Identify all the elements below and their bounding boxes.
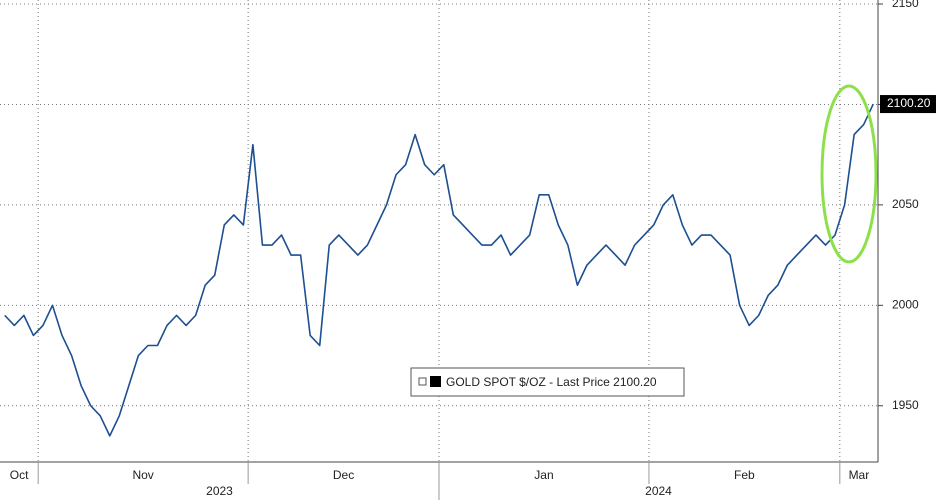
legend-box: [410, 367, 685, 397]
legend-value: 2100.20: [613, 375, 657, 389]
y-tick-label: 2150: [892, 0, 919, 10]
legend-label: GOLD SPOT $/OZ - Last Price 2100.20: [446, 375, 657, 389]
legend-name: GOLD SPOT $/OZ - Last Price: [446, 375, 610, 389]
last-price-label: 2100.20: [887, 96, 931, 110]
x-tick-label: Dec: [333, 468, 354, 482]
x-tick-label: Oct: [10, 468, 29, 482]
y-tick-label: 1950: [892, 398, 919, 412]
last-price-tag: [880, 95, 936, 114]
x-tick-label: Jan: [534, 468, 553, 482]
highlight-ellipse: [820, 84, 878, 264]
price-line: [4, 103, 874, 437]
y-tick-label: 2050: [892, 197, 919, 211]
year-label: 2024: [645, 484, 672, 498]
y-tick-label: 2000: [892, 297, 919, 311]
x-tick-label: Nov: [132, 468, 153, 482]
x-tick-label: Mar: [849, 468, 870, 482]
legend-toggle: [418, 377, 427, 386]
legend: GOLD SPOT $/OZ - Last Price 2100.20: [410, 367, 685, 397]
year-label: 2023: [206, 484, 233, 498]
legend-swatch: [430, 376, 441, 387]
x-tick-label: Feb: [734, 468, 755, 482]
